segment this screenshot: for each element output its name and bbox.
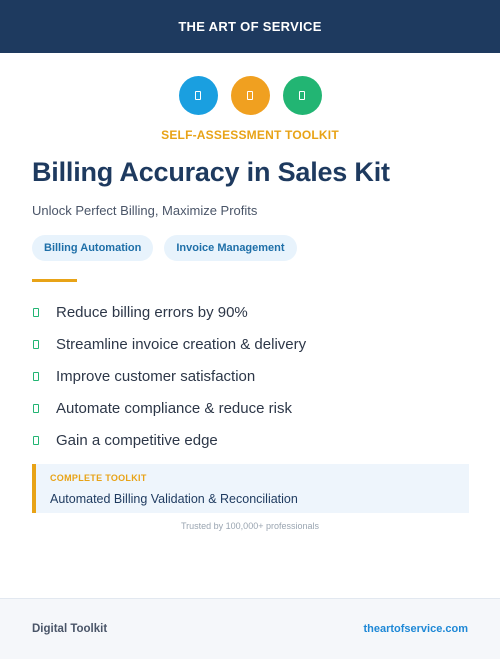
trust-line: Trusted by 100,000+ professionals [180,521,319,531]
check-icon [33,403,39,413]
list-item: Streamline invoice creation & delivery [32,328,306,360]
brand-name: THE ART OF SERVICE [178,19,322,34]
check-icon [33,307,39,317]
benefit-text: Reduce billing errors by 90% [56,303,248,321]
benefit-list: Reduce billing errors by 90% Streamline … [32,296,306,456]
website-link[interactable]: theartofservice.com [363,623,468,635]
tag-billing-automation: Billing Automation [32,235,154,261]
benefit-text: Automate compliance & reduce risk [56,399,292,417]
benefit-text: Improve customer satisfaction [56,367,256,385]
benefit-text: Gain a competitive edge [56,431,218,449]
page-subtitle: Unlock Perfect Billing, Maximize Profits [32,203,258,218]
check-icon [33,371,39,381]
check-icon [33,339,39,349]
footer-bar: Digital Toolkit theartofservice.com [0,598,500,659]
header-bar: THE ART OF SERVICE [0,0,500,53]
tag-invoice-management: Invoice Management [164,235,297,261]
tag-list: Billing Automation Invoice Management [32,235,297,261]
page-title: Billing Accuracy in Sales Kit [32,157,390,187]
document-icon [230,76,270,115]
icon-row [0,76,500,115]
footer-label: Digital Toolkit [32,623,108,635]
list-item: Automate compliance & reduce risk [32,392,306,424]
check-icon [33,435,39,445]
list-item: Reduce billing errors by 90% [32,296,306,328]
benefit-text: Streamline invoice creation & delivery [56,335,307,353]
callout-text: Automated Billing Validation & Reconcili… [50,492,298,506]
kicker-label: SELF-ASSESSMENT TOOLKIT [161,128,339,142]
list-item: Gain a competitive edge [32,424,306,456]
toolkit-callout: COMPLETE TOOLKIT Automated Billing Valid… [32,464,469,513]
list-item: Improve customer satisfaction [32,360,306,392]
callout-label: COMPLETE TOOLKIT [50,473,147,483]
accent-divider [32,279,77,282]
document-icon [178,76,218,115]
document-icon [282,76,322,115]
